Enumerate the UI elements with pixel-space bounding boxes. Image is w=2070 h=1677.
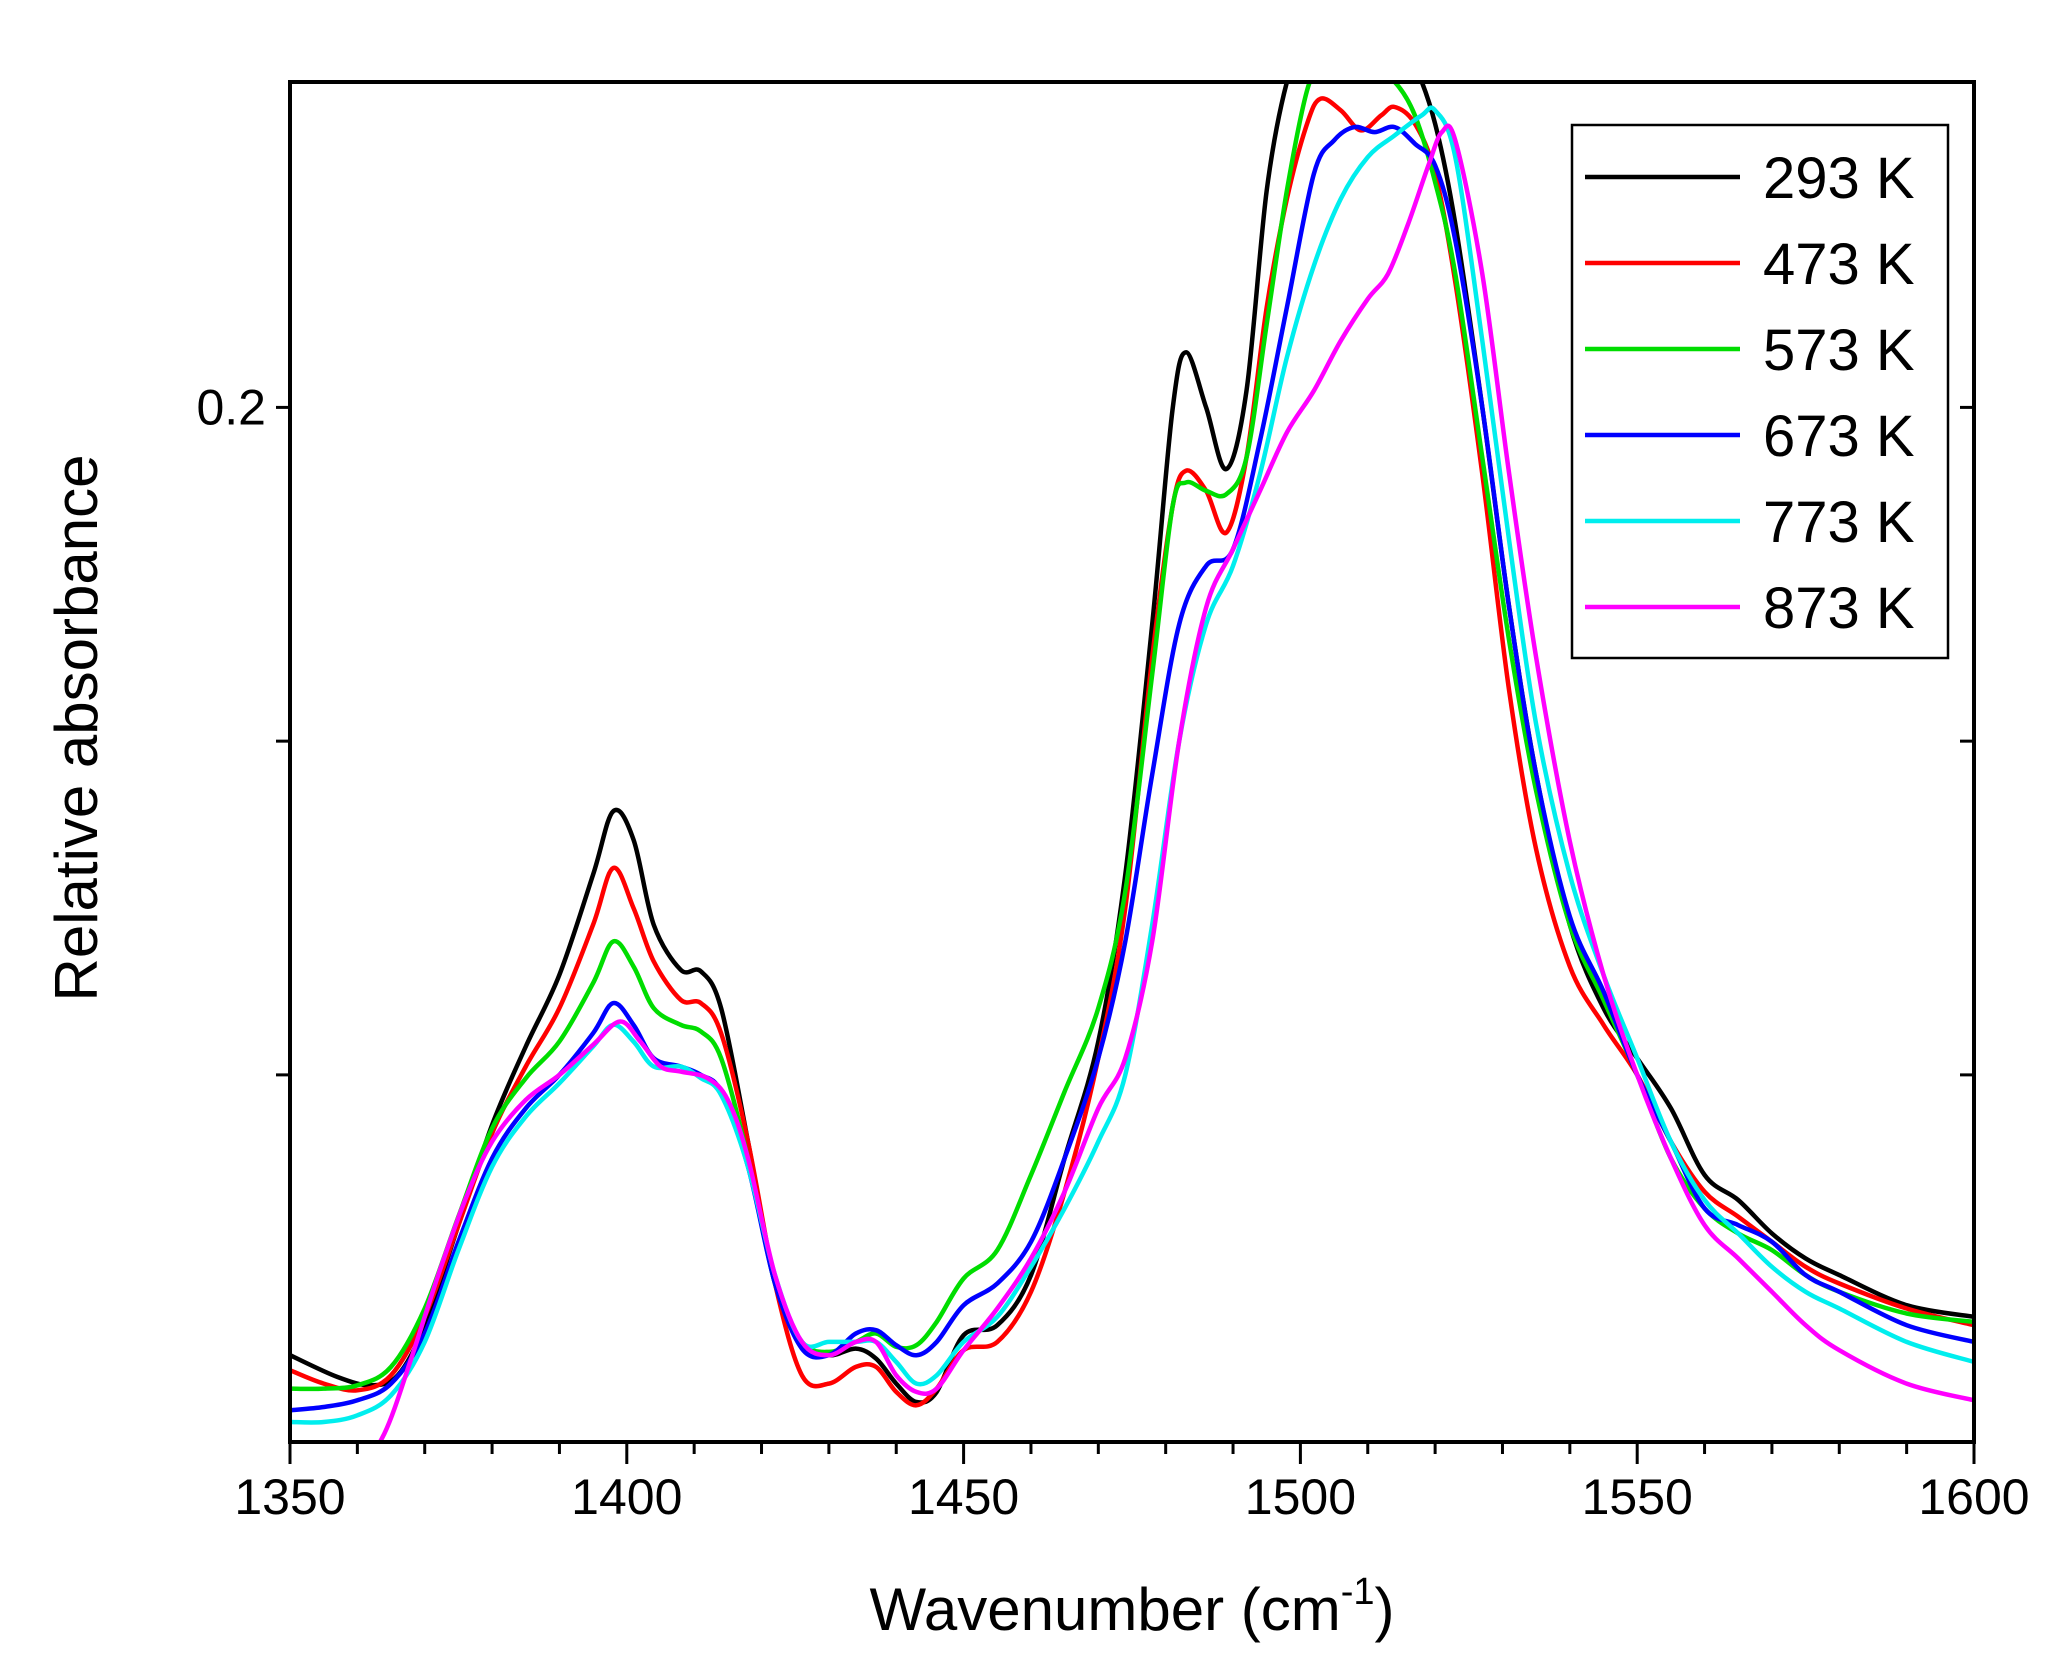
legend-label: 773 K — [1763, 490, 1915, 555]
x-tick-labels: 1350 1400 1450 1500 1550 1600 — [234, 1469, 2029, 1525]
series-line-673-k — [290, 124, 1974, 1413]
series-line-573-k — [290, 82, 1974, 1392]
y-axis-title: Relative absorbance — [43, 454, 110, 1001]
x-tick-label: 1600 — [1918, 1469, 2029, 1525]
series-group — [290, 82, 1974, 1442]
legend-box — [1570, 123, 1950, 660]
x-tick-label: 1400 — [571, 1469, 682, 1525]
y-tick-labels: 0.2 — [196, 379, 266, 435]
y-tick-label: 0.2 — [196, 379, 266, 435]
x-tick-label: 1500 — [1245, 1469, 1356, 1525]
legend-label: 293 K — [1763, 146, 1915, 211]
legend-label: 873 K — [1763, 576, 1915, 641]
x-tick-label: 1450 — [908, 1469, 1019, 1525]
x-axis-title-close: ) — [1375, 1576, 1395, 1643]
x-tick-label: 1550 — [1582, 1469, 1693, 1525]
legend-label: 673 K — [1763, 404, 1915, 469]
x-tick-label: 1350 — [234, 1469, 345, 1525]
x-axis-title: Wavenumber (cm-1) — [870, 1571, 1395, 1643]
series-line-873-k — [377, 123, 1974, 1442]
legend: 293 K 473 K 573 K 673 K 773 K 873 K — [1570, 123, 1950, 660]
plot-frame — [288, 80, 1976, 1444]
legend-label: 573 K — [1763, 318, 1915, 383]
legend-label: 473 K — [1763, 232, 1915, 297]
x-axis-title-superscript: -1 — [1341, 1571, 1375, 1613]
